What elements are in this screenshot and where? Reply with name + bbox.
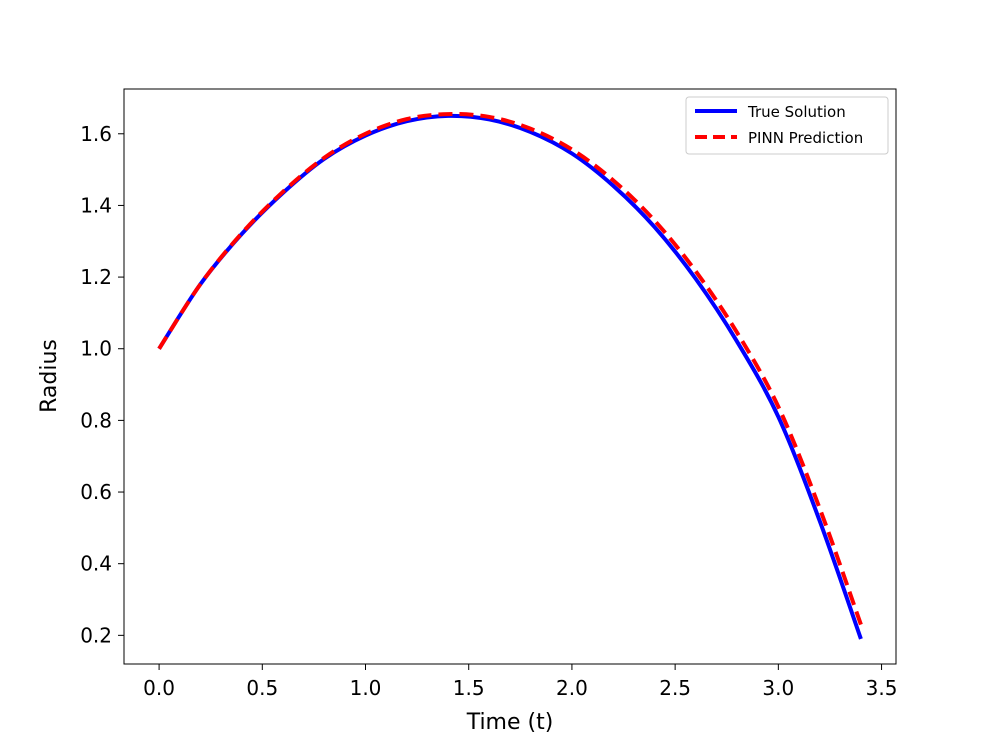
y-axis: 0.2 0.4 0.6 0.8 1.0 1.2 1.4 1.6 — [80, 122, 124, 647]
series-line-pinn-prediction — [157, 111, 863, 626]
x-tick-label: 2.5 — [659, 676, 691, 700]
y-tick-label: 1.2 — [80, 265, 112, 289]
y-tick-label: 0.4 — [80, 552, 112, 576]
x-tick-label: 0.0 — [143, 676, 175, 700]
x-tick-label: 2.0 — [556, 676, 588, 700]
x-tick-label: 1.5 — [453, 676, 485, 700]
y-tick-label: 0.6 — [80, 480, 112, 504]
y-axis-label: Radius — [37, 339, 62, 413]
legend-label-true-solution: True Solution — [747, 103, 846, 121]
plot-area — [123, 88, 897, 665]
x-axis: 0.0 0.5 1.0 1.5 2.0 2.5 3.0 3.5 — [143, 664, 897, 700]
x-tick-label: 3.5 — [866, 676, 898, 700]
series-layer — [157, 111, 863, 640]
x-tick-label: 0.5 — [246, 676, 278, 700]
y-tick-label: 1.4 — [80, 193, 112, 217]
y-tick-label: 0.2 — [80, 623, 112, 647]
y-tick-label: 0.8 — [80, 408, 112, 432]
y-tick-label: 1.0 — [80, 337, 112, 361]
axes-frame — [123, 88, 897, 665]
legend-label-pinn-prediction: PINN Prediction — [748, 129, 863, 147]
y-tick-label: 1.6 — [80, 122, 112, 146]
x-tick-label: 1.0 — [350, 676, 382, 700]
legend: True Solution PINN Prediction — [685, 96, 889, 155]
x-tick-label: 3.0 — [762, 676, 794, 700]
x-axis-label: Time (t) — [466, 710, 554, 735]
